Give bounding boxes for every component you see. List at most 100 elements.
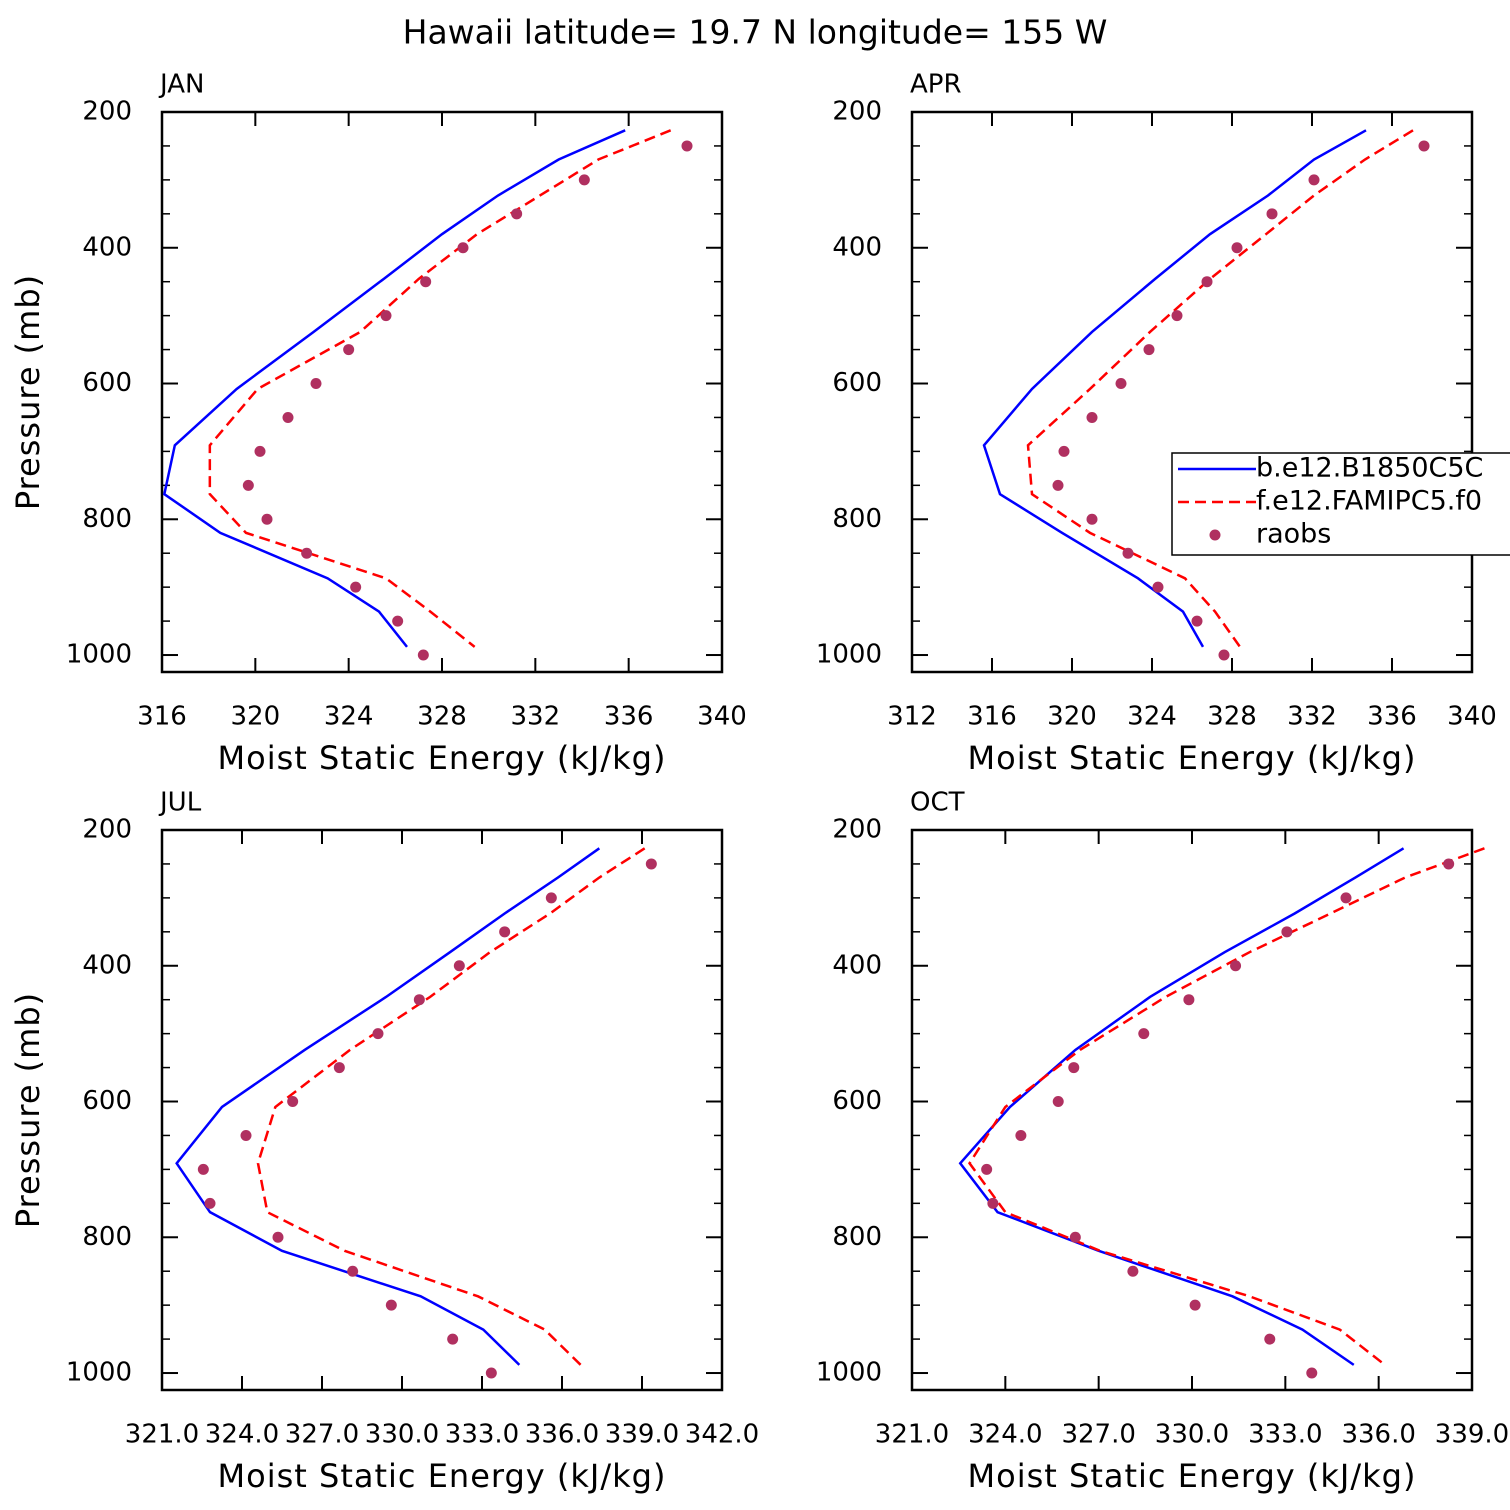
plot-frame [160,828,724,1392]
x-axis-label: Moist Static Energy (kJ/kg) [968,1457,1417,1495]
data-point [1418,140,1430,152]
data-point [1052,1096,1064,1108]
data-point [1218,649,1230,661]
data-point [287,1096,299,1108]
data-point [1306,1367,1318,1379]
x-tick-label: 336.0 [525,1420,599,1450]
data-point [499,926,511,938]
data-point [1264,1333,1276,1345]
data-point [1143,344,1155,356]
y-tick-label: 600 [82,1086,132,1116]
data-point [645,858,657,870]
x-axis-label: Moist Static Energy (kJ/kg) [218,739,667,777]
y-tick-label: 200 [832,815,882,845]
data-point [1266,208,1278,220]
y-tick-label: 1000 [66,640,132,670]
series-line [162,129,626,648]
data-point [1231,242,1243,254]
panel-title: JUL [158,788,202,818]
y-tick-label: 1000 [816,640,882,670]
x-tick-label: 327.0 [1061,1420,1135,1450]
data-point [1230,960,1242,972]
data-point [254,445,266,457]
data-point [417,649,429,661]
series-line [175,847,601,1366]
data-point [1015,1129,1027,1141]
data-point [1340,892,1352,904]
data-point [1058,445,1070,457]
y-tick-label: 1000 [66,1358,132,1388]
data-point [282,411,294,423]
data-point [261,513,273,525]
panel: JUL Moist Static Energy (kJ/kg) Pressure (… [9,788,759,1496]
data-point [511,208,523,220]
y-tick-label: 1000 [816,1358,882,1388]
legend-label: b.e12.B1850C5C [1256,453,1483,484]
data-point [453,960,465,972]
panel: OCT Moist Static Energy (kJ/kg) 321.0 324.0… [816,788,1509,1496]
y-tick-label: 600 [82,368,132,398]
y-tick-label: 800 [832,1222,882,1252]
series-line [958,847,1405,1366]
x-axis-label: Moist Static Energy (kJ/kg) [968,739,1417,777]
data-point [392,615,404,627]
series-line [968,847,1485,1366]
data-point [242,479,254,491]
data-point [1086,411,1098,423]
x-tick-label: 339.0 [605,1420,679,1450]
panel-title: APR [910,70,962,100]
data-point [420,276,432,288]
x-tick-label: 316 [137,702,187,732]
x-tick-label: 340 [697,702,747,732]
data-point [385,1299,397,1311]
y-tick-label: 600 [832,368,882,398]
x-tick-label: 320 [231,702,281,732]
data-point [1171,310,1183,322]
x-tick-label: 312 [887,702,937,732]
x-tick-label: 320 [1047,702,1097,732]
data-point [1115,378,1127,390]
x-tick-label: 336 [604,702,654,732]
data-point [343,344,355,356]
data-point [204,1197,216,1209]
y-tick-label: 800 [82,504,132,534]
x-tick-label: 330.0 [1155,1420,1229,1450]
legend-label: f.e12.FAMIPC5.f0 [1256,486,1482,517]
data-point [301,547,313,559]
data-point [1183,994,1195,1006]
data-point [987,1197,999,1209]
data-point [545,892,557,904]
data-point [1281,926,1293,938]
data-point [1052,479,1064,491]
data-point [1201,276,1213,288]
data-point [310,378,322,390]
y-tick-label: 400 [832,232,882,262]
series-line [1026,129,1414,648]
x-tick-label: 321.0 [125,1420,199,1450]
legend-marker [1209,529,1221,541]
y-tick-label: 400 [832,950,882,980]
x-tick-label: 332 [511,702,561,732]
data-point [1069,1231,1081,1243]
data-point [1189,1299,1201,1311]
x-tick-label: 332 [1287,702,1337,732]
data-point [240,1129,252,1141]
data-point [485,1367,497,1379]
y-tick-label: 200 [82,815,132,845]
y-tick-label: 200 [832,97,882,127]
data-point [272,1231,284,1243]
x-tick-label: 330.0 [365,1420,439,1450]
y-axis-label: Pressure (mb) [9,274,47,510]
x-tick-label: 336 [1367,702,1417,732]
data-point [380,310,392,322]
figure-title: Hawaii latitude= 19.7 N longitude= 155 W [403,13,1108,52]
panel-title: JAN [158,70,204,100]
y-axis-label: Pressure (mb) [9,992,47,1228]
data-point [197,1163,209,1175]
data-point [1127,1265,1139,1277]
data-point [447,1333,459,1345]
x-tick-label: 336.0 [1341,1420,1415,1450]
y-tick-label: 800 [82,1222,132,1252]
x-tick-label: 324 [324,702,374,732]
